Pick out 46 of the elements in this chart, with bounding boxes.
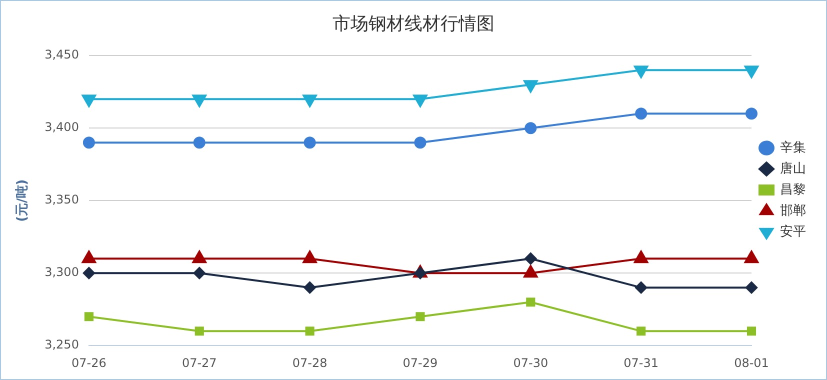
- point: [634, 66, 648, 78]
- point: [304, 282, 316, 294]
- point: [524, 252, 537, 265]
- legend-label: 辛集: [780, 140, 806, 156]
- point: [635, 282, 648, 294]
- point: [524, 122, 537, 134]
- x-tick-label: 07-27: [182, 356, 217, 370]
- point: [82, 136, 95, 149]
- point: [304, 136, 316, 149]
- point: [84, 312, 94, 322]
- point: [635, 108, 648, 120]
- point: [193, 136, 206, 149]
- y-tick-label: 3,400: [44, 120, 79, 134]
- x-tick-label: 07-26: [72, 356, 106, 370]
- legend-label: 昌黎: [780, 182, 806, 198]
- point: [744, 66, 759, 78]
- point: [302, 94, 317, 108]
- point: [416, 312, 425, 322]
- point: [413, 94, 428, 108]
- y-tick-label: 3,350: [44, 192, 79, 207]
- y-axis-title: (元/吨): [15, 179, 30, 222]
- point: [193, 267, 206, 280]
- point: [746, 108, 758, 120]
- point: [746, 326, 756, 336]
- y-tick-label: 3,300: [44, 265, 79, 280]
- legend-label: 唐山: [780, 161, 806, 176]
- legend-label: 安平: [780, 223, 806, 240]
- point: [192, 94, 206, 108]
- point: [526, 298, 536, 307]
- point: [82, 94, 96, 108]
- point: [414, 136, 426, 149]
- point: [746, 282, 758, 294]
- point: [524, 80, 538, 93]
- legend-label: 邯郸: [780, 203, 806, 218]
- x-tick-label: 07-30: [513, 356, 548, 370]
- x-tick-label: 07-31: [624, 356, 659, 370]
- point: [636, 326, 646, 336]
- x-tick-label: 08-01: [734, 356, 769, 370]
- y-tick-label: 3,450: [44, 48, 79, 62]
- y-tick-label: 3,250: [44, 338, 79, 352]
- x-tick-label: 07-29: [402, 356, 438, 370]
- point: [305, 326, 314, 336]
- x-tick-label: 07-28: [292, 356, 328, 370]
- point: [82, 267, 95, 280]
- chart-title: 市场钢材线材行情图: [332, 13, 494, 34]
- point: [194, 326, 204, 336]
